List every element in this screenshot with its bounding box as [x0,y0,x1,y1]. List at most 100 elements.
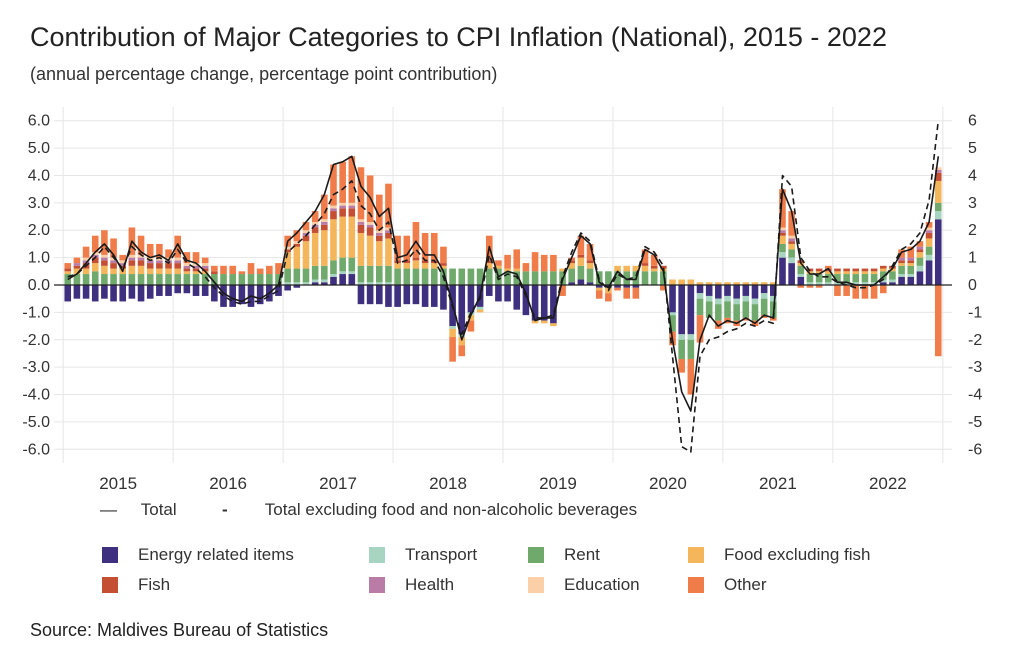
y-tick-label-right: -3 [968,359,982,376]
bar-segment [375,235,383,242]
bar-segment [760,282,768,285]
bar-segment [146,243,154,258]
bar-segment [861,282,869,285]
legend-item: Food excluding fish [688,545,870,565]
bar-segment [907,257,915,261]
bar-segment [357,219,365,223]
bar-segment [834,282,841,285]
bar-segment [605,271,612,285]
bar-segment [834,274,841,283]
bar-segment [843,271,850,275]
bar-segment [348,271,356,275]
bar-segment [788,257,795,264]
bar-segment [101,257,108,261]
bar-segment [824,282,832,285]
bar-segment [861,274,869,283]
x-tick-label: 2020 [649,474,687,493]
bar-segment [779,232,786,236]
bar-segment [156,257,163,261]
bar-segment [724,295,731,302]
bar-segment [375,230,383,233]
bar-segment [302,232,310,236]
bar-segment [705,282,713,285]
y-tick-label-right: 0 [968,277,977,294]
bar-segment [73,268,81,275]
x-tick-label: 2022 [869,474,907,493]
bar-segment [742,282,750,285]
bar-segment [696,293,704,299]
bar-segment [339,208,346,217]
bar-segment [495,260,502,266]
bar-segment [284,268,291,283]
bar-segment [192,271,200,275]
bar-segment [256,274,264,285]
bar-segment [568,263,576,269]
bar-segment [385,265,392,283]
bar-segment [540,285,548,321]
y-tick-label-left: -3.0 [22,359,50,376]
bar-segment [916,252,924,258]
bar-segment [568,268,576,283]
bar-segment [430,285,438,307]
bar-segment [779,243,786,253]
bar-segment [715,298,722,305]
legend-swatch [369,547,385,563]
bar-segment [898,263,905,266]
bar-segment [110,274,117,285]
bar-segment [156,263,163,269]
bar-segment [385,183,392,228]
bar-segment [430,263,438,269]
bar-segment [421,260,429,264]
bar-segment [330,260,337,275]
bar-segment [311,227,319,233]
y-tick-label-left: 3.0 [28,195,50,212]
bar-segment [440,246,447,264]
legend-label: Other [724,575,767,594]
bar-segment [779,235,786,244]
bar-segment [770,282,777,285]
bar-segment [907,246,915,258]
bar-segment [201,271,209,275]
bar-segment [925,260,933,285]
bar-segment [586,282,594,285]
bar-segment [852,274,860,283]
bar-segment [742,285,750,296]
bar-segment [128,260,136,266]
bar-segment [879,268,887,272]
bar-segment [879,279,887,283]
bar-segment [568,260,576,264]
bar-segment [843,268,850,272]
bar-segment [128,254,136,258]
bar-segment [238,271,246,275]
legend-swatch [528,577,544,593]
y-tick-label-right: -4 [968,387,982,404]
bar-segment [128,285,136,299]
bar-segment [357,265,365,283]
bar-segment [82,274,90,285]
bar-segment [137,235,145,255]
bar-segment [898,265,905,275]
bar-segment [229,265,236,275]
bar-segment [870,271,878,275]
bar-segment [183,252,191,264]
bar-segment [605,293,612,302]
bar-segment [339,274,346,285]
bar-segment [834,268,841,272]
bar-segment [421,285,429,307]
bar-segment [165,268,172,275]
bar-segment [669,312,676,316]
bar-segment [146,257,154,261]
bar-segment [751,298,759,305]
y-tick-label-right: 1 [968,250,977,267]
legend-total-label: Total [140,500,177,519]
x-tick-label: 2016 [209,474,247,493]
bar-segment [211,271,218,275]
bar-segment [724,301,731,318]
bar-segment [614,285,621,288]
bar-segment [724,285,731,296]
bar-segment [925,254,933,261]
bar-segment [586,260,594,264]
bar-segment [632,285,640,288]
bar-segment [293,246,301,269]
bar-segment [504,268,511,272]
